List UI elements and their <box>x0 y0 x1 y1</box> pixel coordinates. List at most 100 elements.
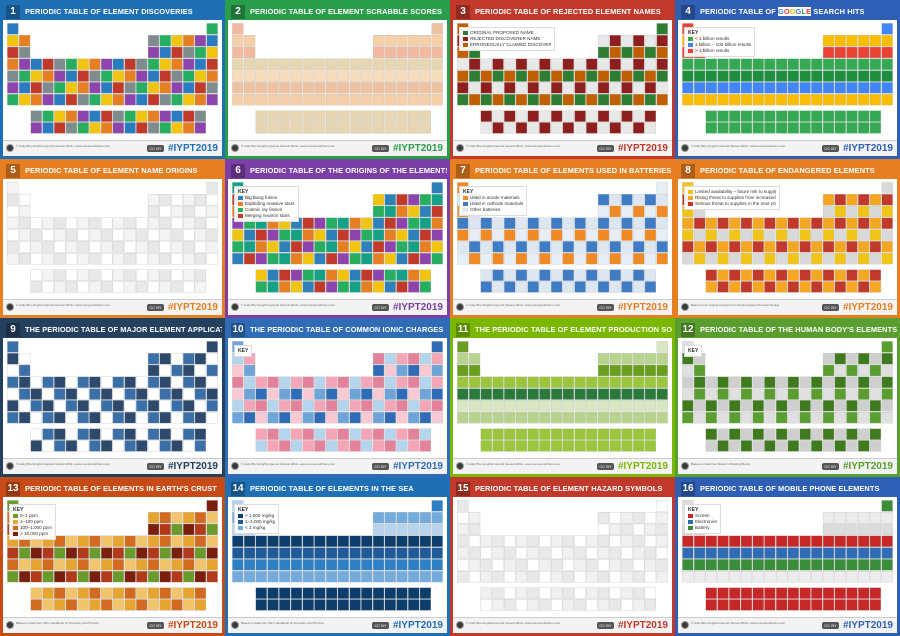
element-tile <box>18 194 31 206</box>
element-tile <box>349 122 361 134</box>
hashtag-label: #IYPT2019 <box>167 143 218 154</box>
panel-title: PERIODIC TABLE OF ELEMENTS IN EARTH'S CR… <box>25 484 217 493</box>
element-tile <box>30 229 42 241</box>
element-tile <box>65 440 78 452</box>
element-tile <box>621 217 633 229</box>
element-tile <box>574 559 586 571</box>
element-tile <box>171 217 183 229</box>
element-tile <box>77 122 89 134</box>
element-tile <box>171 194 183 206</box>
element-tile <box>597 400 610 412</box>
element-tile <box>290 281 303 293</box>
element-tile <box>408 205 420 218</box>
element-tile <box>159 93 171 106</box>
element-tile <box>586 93 598 106</box>
element-tile <box>396 35 408 47</box>
element-tile <box>752 559 764 571</box>
element-tile <box>255 229 267 241</box>
element-tile <box>787 388 799 400</box>
element-tile <box>408 252 420 265</box>
element-tile <box>834 58 846 70</box>
element-tile <box>457 364 469 377</box>
element-tile <box>858 46 870 59</box>
element-tile <box>609 252 621 265</box>
element-tile <box>431 182 443 194</box>
panel-header: 14 PERIODIC TABLE OF ELEMENTS IN THE SEA <box>228 480 447 497</box>
element-tile <box>419 82 432 94</box>
element-tile <box>112 122 124 134</box>
element-tile <box>136 599 148 611</box>
legend-item: > 10,000 ppm <box>13 531 52 537</box>
element-tile <box>171 241 183 253</box>
element-tile <box>255 269 267 281</box>
element-tile <box>183 110 195 122</box>
element-tile <box>112 547 124 559</box>
element-tile <box>656 194 668 206</box>
element-tile <box>693 570 706 583</box>
element-tile <box>136 252 148 265</box>
element-tile <box>504 70 516 82</box>
element-tile <box>314 252 326 265</box>
panel-content: 7 PERIODIC TABLE OF ELEMENTS USED IN BATT… <box>453 162 672 315</box>
element-tile <box>822 229 835 241</box>
legend-item: Serious threat to supplies in the next 1… <box>688 201 776 207</box>
element-tile <box>147 82 160 94</box>
element-tile <box>136 217 148 229</box>
legend-title: KEY <box>238 189 249 195</box>
element-tile <box>752 570 764 583</box>
credit-text: Based on data from Nature's Building Blo… <box>691 462 751 466</box>
element-tile <box>384 194 396 206</box>
element-tile <box>846 376 858 388</box>
element-grid <box>232 500 443 611</box>
element-tile <box>326 411 338 424</box>
element-tile <box>858 587 870 599</box>
element-tile <box>18 364 31 377</box>
element-tile <box>515 587 528 599</box>
element-tile <box>811 58 823 70</box>
element-tile <box>372 93 385 106</box>
element-tile <box>279 535 291 547</box>
periodic-table-graphic <box>7 182 218 294</box>
element-tile <box>30 428 42 440</box>
element-tile <box>194 440 207 452</box>
element-tile <box>136 400 148 412</box>
element-tile <box>811 411 823 424</box>
element-tile <box>267 428 279 440</box>
element-tile <box>468 217 481 229</box>
element-tile <box>290 82 303 94</box>
element-tile <box>682 82 694 94</box>
element-tile <box>656 411 668 424</box>
element-tile <box>361 388 373 400</box>
element-tile <box>419 535 432 547</box>
element-tile <box>834 70 846 82</box>
element-tile <box>574 82 586 94</box>
element-tile <box>480 587 492 599</box>
element-tile <box>881 194 893 206</box>
element-tile <box>551 388 563 400</box>
element-tile <box>682 58 694 70</box>
element-tile <box>194 93 207 106</box>
element-tile <box>834 122 846 134</box>
element-tile <box>337 428 349 440</box>
element-tile <box>159 400 171 412</box>
element-tile <box>693 364 706 377</box>
element-tile <box>656 82 668 94</box>
element-tile <box>717 440 729 452</box>
element-tile <box>159 376 171 388</box>
element-tile <box>349 535 361 547</box>
legend-label: Merging neutron stars <box>245 213 290 218</box>
element-tile <box>54 110 66 122</box>
element-tile <box>504 269 516 281</box>
element-tile <box>302 110 314 122</box>
element-tile <box>290 388 303 400</box>
legend-item: Battery <box>688 525 717 531</box>
element-tile <box>539 388 551 400</box>
element-tile <box>349 110 361 122</box>
element-tile <box>682 535 694 547</box>
element-tile <box>644 411 657 424</box>
element-tile <box>408 559 420 571</box>
element-tile <box>7 46 19 59</box>
element-tile <box>349 252 361 265</box>
element-tile <box>562 570 574 583</box>
element-tile <box>515 241 528 253</box>
